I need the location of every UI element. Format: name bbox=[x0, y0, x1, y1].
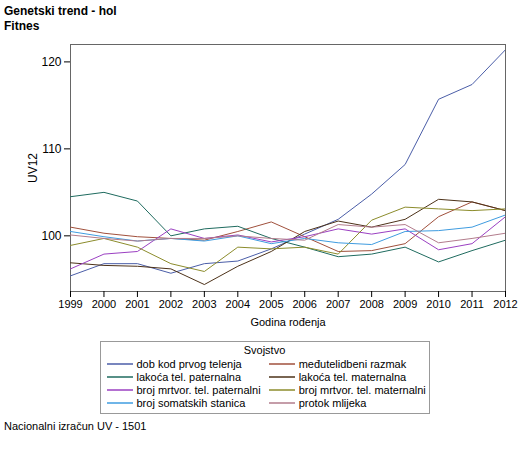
html-text:protok mlijeka: protok mlijeka bbox=[298, 397, 367, 409]
html-text:Genetski trend - hol: Genetski trend - hol bbox=[4, 4, 117, 18]
svg-text:2010: 2010 bbox=[426, 298, 450, 310]
html-text:dob kod prvog telenja: dob kod prvog telenja bbox=[136, 358, 242, 370]
svg-text:2000: 2000 bbox=[92, 298, 116, 310]
svg-text:2006: 2006 bbox=[292, 298, 316, 310]
svg-text:2005: 2005 bbox=[259, 298, 283, 310]
html-text:broj somatskih stanica: broj somatskih stanica bbox=[136, 397, 246, 409]
svg-text:2008: 2008 bbox=[359, 298, 383, 310]
svg-text:2001: 2001 bbox=[125, 298, 149, 310]
html-text:broj mrtvor. tel. paternalni: broj mrtvor. tel. paternalni bbox=[136, 384, 261, 396]
svg-text:1999: 1999 bbox=[58, 298, 82, 310]
svg-text:2003: 2003 bbox=[192, 298, 216, 310]
svg-text:Godina rođenja: Godina rođenja bbox=[250, 316, 326, 328]
svg-text:110: 110 bbox=[42, 142, 61, 156]
svg-text:2009: 2009 bbox=[393, 298, 417, 310]
svg-text:120: 120 bbox=[41, 55, 61, 69]
html-text:broj mrtvor. tel. maternalni: broj mrtvor. tel. maternalni bbox=[298, 384, 426, 396]
svg-text:UV12: UV12 bbox=[26, 153, 40, 183]
html-text:Nacionalni izračun UV - 1501: Nacionalni izračun UV - 1501 bbox=[4, 420, 147, 432]
html-text:lakoća tel. maternalna: lakoća tel. maternalna bbox=[298, 371, 407, 383]
svg-text:2002: 2002 bbox=[159, 298, 183, 310]
html-text:Fitnes: Fitnes bbox=[4, 19, 40, 33]
svg-text:2007: 2007 bbox=[326, 298, 350, 310]
svg-text:2012: 2012 bbox=[493, 298, 517, 310]
html-text:Svojstvo: Svojstvo bbox=[243, 344, 286, 356]
svg-text:2011: 2011 bbox=[460, 298, 484, 310]
svg-text:100: 100 bbox=[41, 229, 61, 243]
html-text:lakoća tel. paternalna: lakoća tel. paternalna bbox=[136, 371, 242, 383]
html-text:međutelidbeni razmak: međutelidbeni razmak bbox=[298, 358, 407, 370]
svg-text:2004: 2004 bbox=[226, 298, 250, 310]
